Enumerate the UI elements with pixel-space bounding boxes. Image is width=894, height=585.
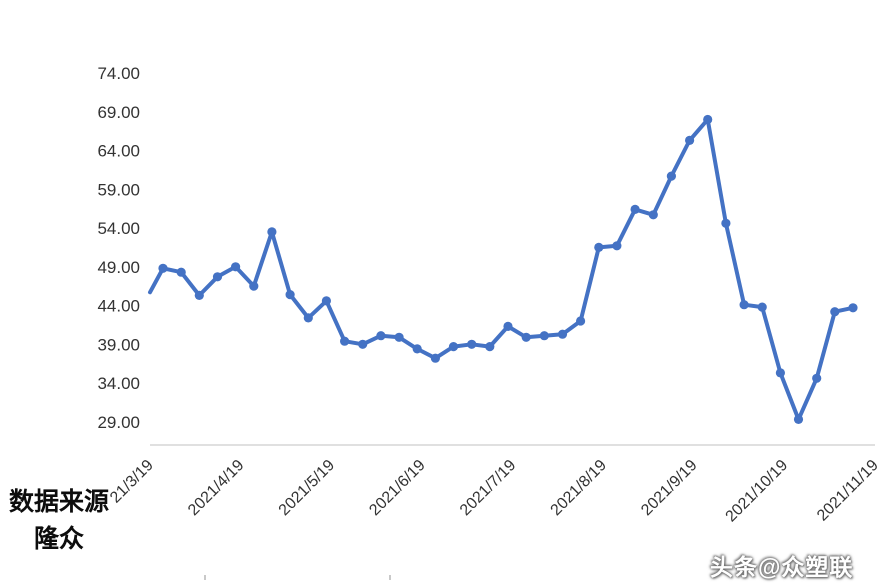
y-tick-label: 69.00 <box>97 103 140 122</box>
series-marker <box>158 263 168 273</box>
y-tick-label: 54.00 <box>97 219 140 238</box>
x-tick-label: 2021/9/19 <box>638 457 700 519</box>
y-tick-label: 29.00 <box>97 413 140 432</box>
series-marker <box>394 332 404 342</box>
series-marker <box>703 114 713 125</box>
series-marker <box>412 344 422 354</box>
series-marker <box>521 332 531 342</box>
series-marker <box>485 342 495 352</box>
series-marker <box>612 241 622 251</box>
y-tick-label: 49.00 <box>97 258 140 277</box>
series-marker <box>539 331 549 341</box>
data-source-note: 数据来源 隆众 <box>0 484 118 558</box>
series-marker <box>231 262 241 272</box>
series-marker <box>812 373 822 383</box>
series-marker <box>503 321 513 331</box>
y-tick-label: 59.00 <box>97 180 140 199</box>
y-tick-label: 39.00 <box>97 335 140 354</box>
series-marker <box>376 331 386 341</box>
series-marker <box>448 342 459 352</box>
x-tick-label: 2021/11/19 <box>814 457 882 525</box>
series-marker <box>576 316 586 326</box>
series-marker <box>467 339 477 349</box>
series-marker <box>594 242 604 252</box>
series-marker <box>267 227 277 237</box>
series-marker <box>757 302 767 312</box>
series-marker <box>793 414 804 424</box>
x-tick-label: 2021/5/19 <box>276 457 338 519</box>
y-tick-label: 34.00 <box>97 374 140 393</box>
x-tick-label: 2021/8/19 <box>548 457 610 519</box>
x-tick-label: 2021/7/19 <box>457 457 519 519</box>
series-marker <box>321 296 331 306</box>
series-marker <box>830 307 840 317</box>
y-tick-label: 44.00 <box>97 297 140 316</box>
series-marker <box>721 218 731 228</box>
x-tick-label: 2021/10/19 <box>723 457 792 526</box>
series-marker <box>557 329 568 339</box>
series-marker <box>739 300 749 310</box>
series-marker <box>630 204 640 214</box>
series-marker <box>666 171 677 181</box>
data-source-line1: 数据来源 <box>8 489 109 516</box>
series-marker <box>212 272 223 282</box>
series-line <box>148 117 855 422</box>
data-source-line2: 隆众 <box>33 526 84 553</box>
x-tick-label: 2021/4/19 <box>185 457 247 519</box>
series-marker <box>303 313 313 323</box>
series-marker <box>194 290 204 300</box>
series-marker <box>358 339 368 349</box>
series-marker <box>685 135 695 145</box>
watermark: 头条@众塑联 <box>710 554 854 580</box>
series-marker <box>648 210 658 220</box>
series-marker <box>176 267 186 277</box>
series-marker <box>249 281 259 291</box>
series-marker <box>285 290 295 300</box>
series-marker <box>775 368 786 378</box>
x-tick-label: 2021/6/19 <box>366 457 428 519</box>
series-marker <box>430 353 440 363</box>
y-tick-label: 64.00 <box>97 142 140 161</box>
series-marker <box>848 303 858 313</box>
series-marker <box>340 336 350 346</box>
y-tick-label: 74.00 <box>97 64 140 83</box>
